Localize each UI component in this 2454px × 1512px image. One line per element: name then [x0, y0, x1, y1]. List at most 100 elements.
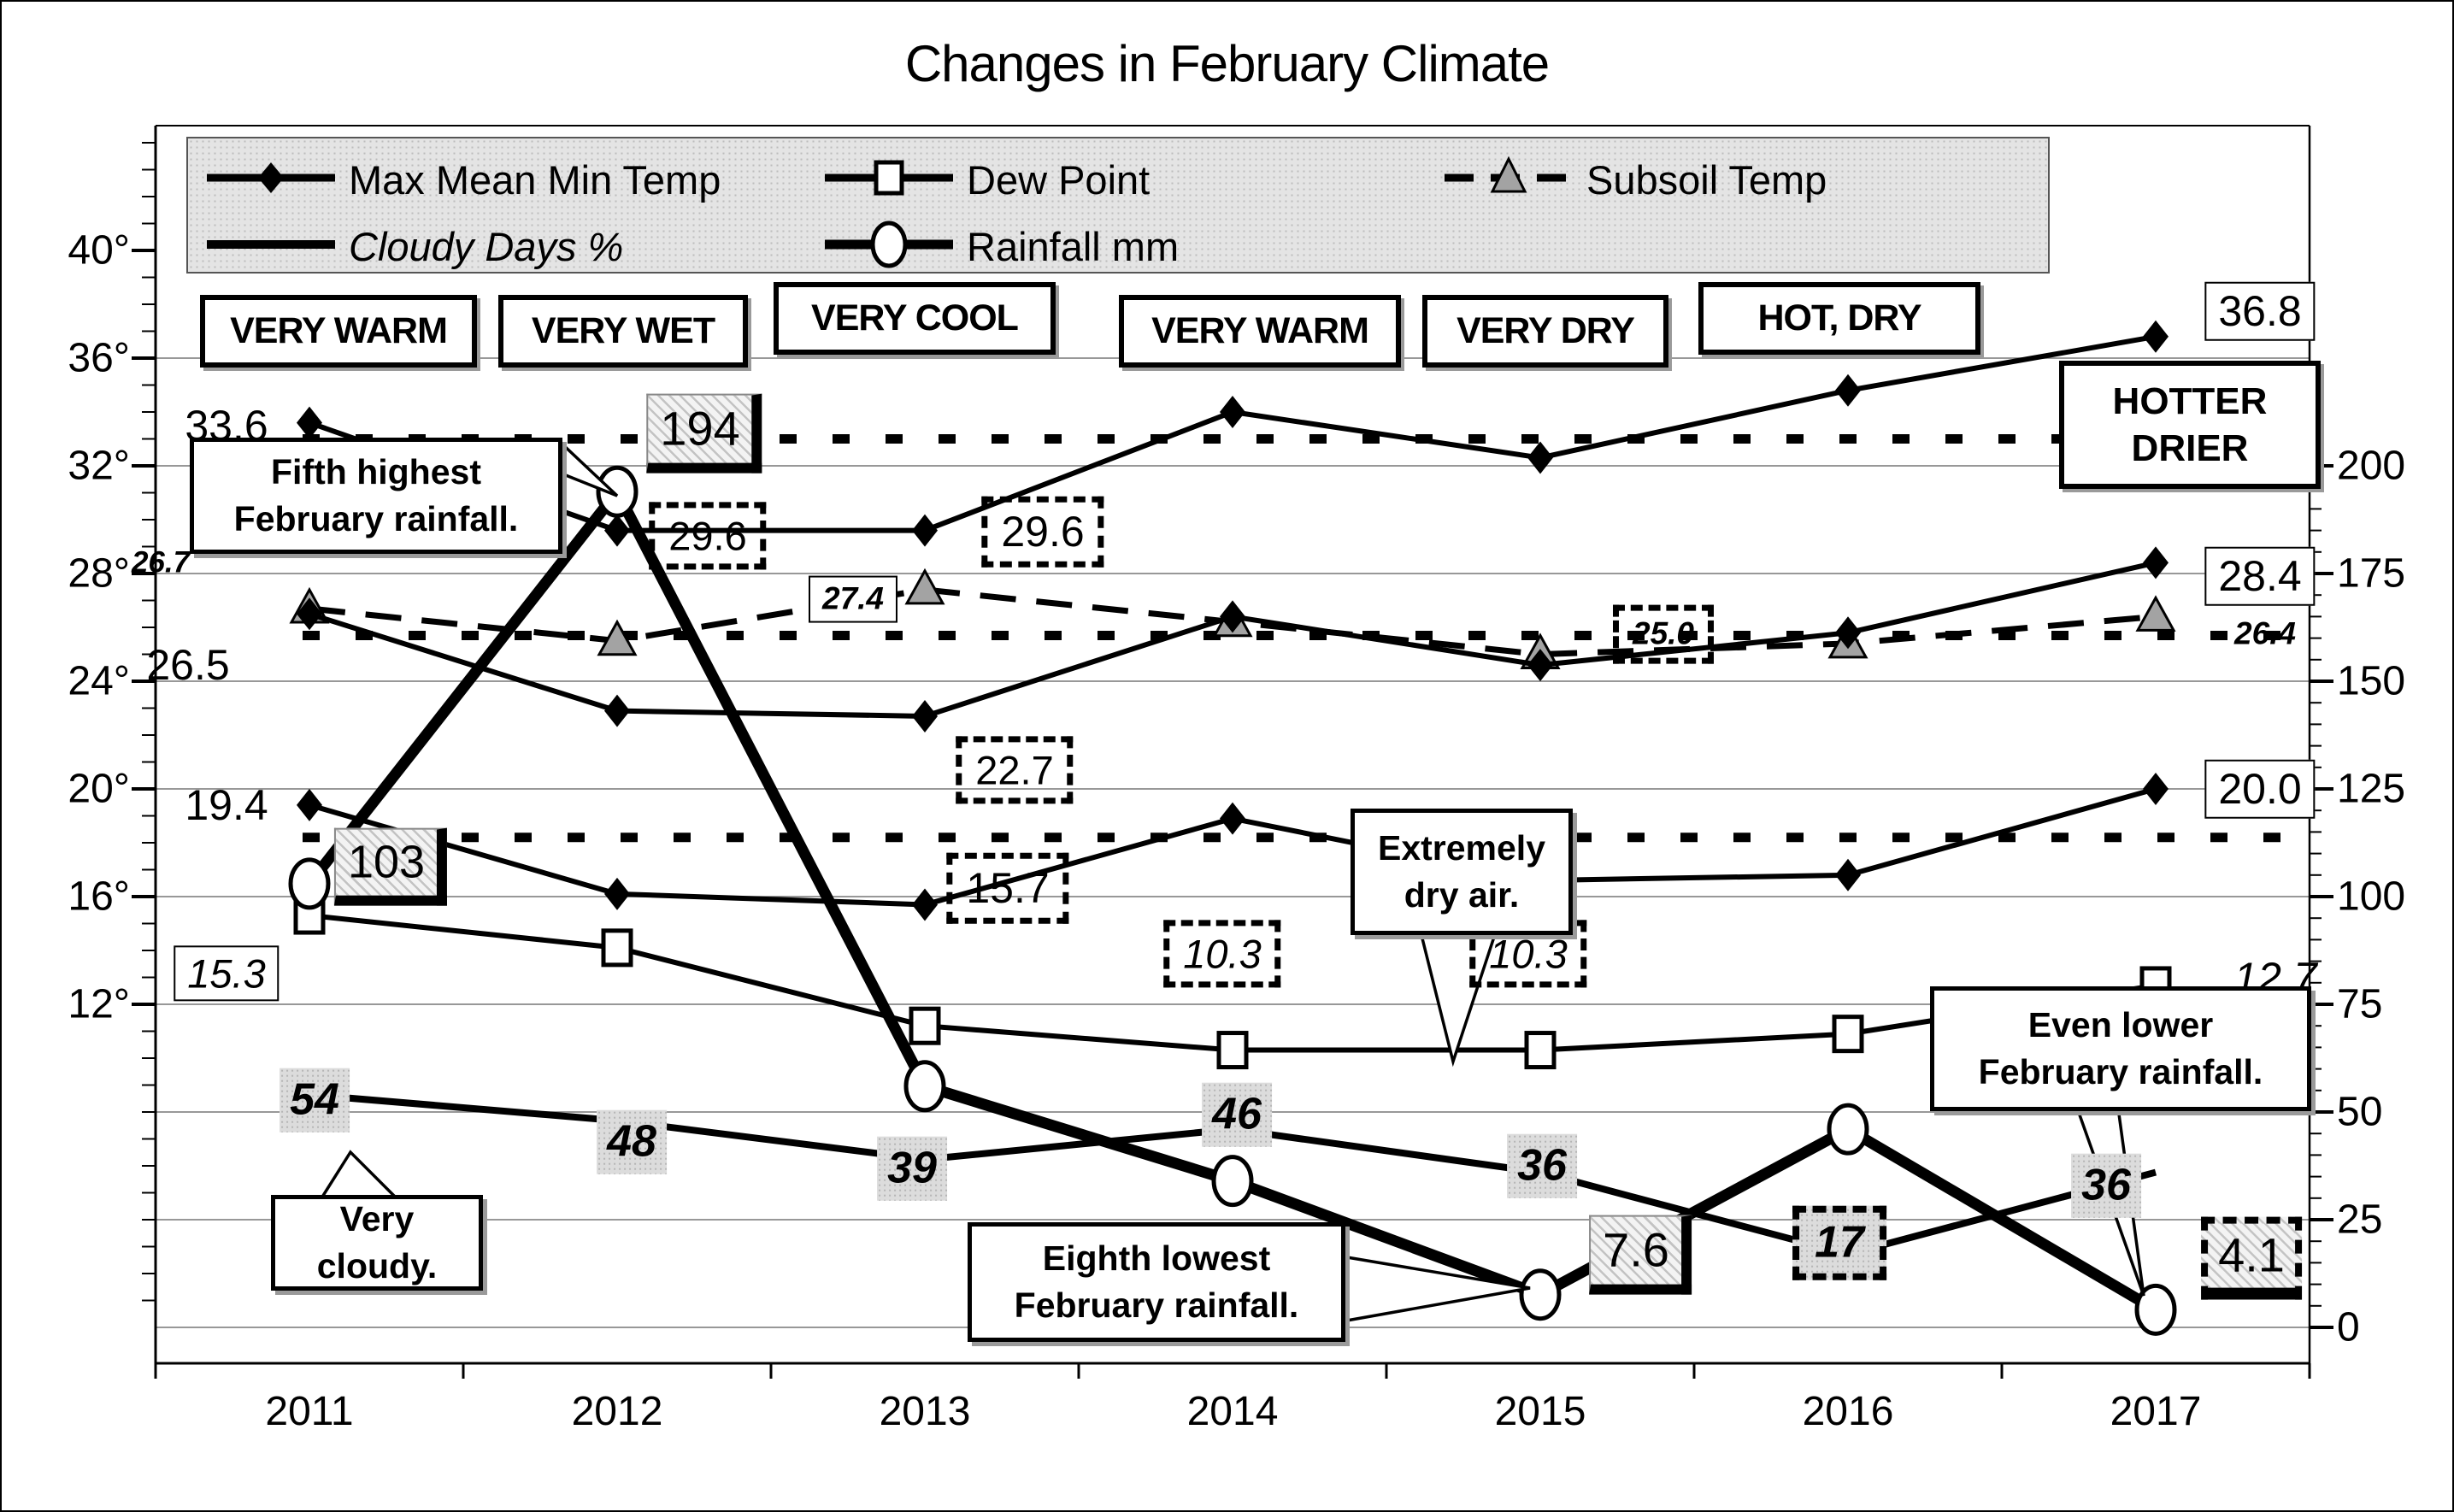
diamond-marker	[604, 514, 630, 547]
circle-marker	[903, 1060, 946, 1113]
diamond-marker	[297, 406, 322, 439]
legend-label-rainfall: Rainfall mm	[967, 223, 1180, 269]
x-axis-year-label: 2015	[1494, 1389, 1586, 1434]
label-rain-2011: 103	[333, 827, 448, 906]
diamond-marker	[912, 699, 938, 732]
left-axis-tick-label: 20°	[68, 766, 130, 812]
right-axis-tick-label: 100	[2337, 874, 2406, 920]
label-subsoil-2017: 26.4	[2233, 615, 2297, 651]
callout-extremely-dry-line2: dry air.	[1404, 875, 1520, 915]
label-mean-2017: 28.4	[2204, 546, 2316, 606]
label-rain-2012: 194	[646, 393, 762, 474]
x-axis-year-label: 2012	[571, 1389, 663, 1434]
x-axis-year-label: 2016	[1802, 1389, 1894, 1434]
callout-even-lower: Even lower February rainfall.	[1930, 986, 2311, 1111]
legend-label-cloudy-days: Cloudy Days %	[349, 223, 624, 269]
triangle-marker	[2135, 595, 2176, 632]
x-axis-year-label: 2017	[2110, 1389, 2202, 1434]
label-mean-2011: 26.5	[146, 640, 230, 689]
triangle-icon	[1445, 152, 1573, 208]
callout-fifth-highest: Fifth highest February rainfall.	[190, 438, 562, 554]
left-axis-tick-label: 12°	[68, 981, 130, 1027]
square-marker	[1524, 1031, 1557, 1070]
legend: Max Mean Min Temp Dew Point Subsoil Temp Cl…	[186, 137, 2050, 274]
right-axis-tick-label: 50	[2337, 1089, 2383, 1135]
label-dew-2014: 10.3	[1163, 920, 1281, 988]
triangle-marker	[597, 619, 638, 656]
callout-very-cloudy: Very cloudy.	[271, 1195, 483, 1291]
callout-very-cloudy-line2: cloudy.	[316, 1246, 438, 1285]
diamond-marker	[604, 694, 630, 727]
square-marker	[1832, 1015, 1864, 1054]
right-axis-tick-label: 200	[2337, 443, 2406, 489]
diamond-marker	[912, 888, 938, 921]
legend-label-dew-point: Dew Point	[967, 156, 1150, 203]
right-axis-tick-label: 150	[2337, 658, 2406, 704]
right-axis-tick-label: 75	[2337, 981, 2383, 1027]
callout-fifth-highest-line1: Fifth highest	[271, 451, 481, 491]
banner-very-wet-1: VERY WET	[498, 295, 748, 368]
label-min-2017: 20.0	[2204, 759, 2316, 819]
x-axis-year-label: 2013	[879, 1389, 971, 1434]
diamond-marker	[1835, 374, 1861, 407]
legend-item-rainfall: Rainfall mm	[825, 221, 1179, 272]
legend-item-subsoil-temp: Subsoil Temp	[1445, 154, 1827, 205]
diamond-marker	[1220, 802, 1245, 835]
diamond-marker	[912, 514, 938, 547]
legend-item-dew-point: Dew Point	[825, 154, 1150, 205]
diamond-icon	[207, 152, 335, 208]
callout-eighth-lowest: Eighth lowest February rainfall.	[968, 1222, 1345, 1342]
circle-marker	[1519, 1268, 1562, 1321]
diamond-marker	[297, 788, 322, 821]
left-axis-tick-label: 32°	[68, 443, 130, 489]
label-max-2017: 36.8	[2204, 281, 2316, 341]
right-axis-tick-label: 175	[2337, 550, 2406, 597]
label-max-2013: 29.6	[981, 496, 1104, 568]
label-cloudy-2014: 46	[1202, 1082, 1272, 1147]
hotter-line2: DRIER	[2131, 427, 2249, 469]
label-subsoil-2013: 27.4	[808, 575, 898, 623]
diamond-marker	[1220, 396, 1245, 428]
diamond-marker	[2143, 773, 2169, 805]
label-rain-2017: 4.1	[2201, 1216, 2302, 1300]
square-marker	[601, 928, 633, 968]
left-axis-tick-label: 40°	[68, 227, 130, 274]
square-icon	[825, 152, 953, 208]
circle-marker	[1211, 1155, 1254, 1208]
legend-label-max-mean-min-temp: Max Mean Min Temp	[349, 156, 721, 203]
banner-hot-dry-5: HOT, DRY	[1698, 282, 1980, 355]
label-cloudy-2011: 54	[280, 1068, 350, 1133]
label-rain-2015: 7.6	[1589, 1215, 1692, 1295]
x-axis-year-label: 2014	[1186, 1389, 1279, 1434]
square-marker	[1216, 1031, 1249, 1070]
right-axis-tick-label: 0	[2337, 1304, 2360, 1350]
hotter-drier-banner: HOTTER DRIER	[2059, 361, 2321, 489]
label-cloudy-2016: 17	[1792, 1205, 1886, 1280]
banner-very-warm-0: VERY WARM	[200, 295, 477, 368]
left-axis-tick-label: 24°	[68, 658, 130, 704]
banner-very-cool-2: VERY COOL	[774, 282, 1056, 355]
circle-marker	[2134, 1283, 2177, 1336]
diamond-marker	[1220, 600, 1245, 633]
left-axis-tick-label: 16°	[68, 874, 130, 920]
legend-item-cloudy-days: Cloudy Days %	[207, 221, 623, 272]
series-line-1	[309, 560, 2157, 719]
callout-even-lower-line2: February rainfall.	[1978, 1052, 2263, 1091]
circle-marker	[1827, 1103, 1869, 1156]
label-cloudy-2015: 36	[1507, 1133, 1577, 1198]
label-mean-2013: 22.7	[956, 736, 1074, 804]
callout-extremely-dry-line1: Extremely	[1377, 827, 1545, 868]
right-axis-tick-label: 125	[2337, 766, 2406, 812]
right-axis-tick-label: 25	[2337, 1197, 2383, 1243]
callout-eighth-lowest-line1: Eighth lowest	[1042, 1238, 1271, 1278]
diamond-marker	[297, 597, 322, 631]
label-cloudy-2012: 48	[597, 1109, 667, 1174]
diamond-marker	[1527, 441, 1553, 474]
diamond-marker	[604, 877, 630, 910]
legend-label-subsoil-temp: Subsoil Temp	[1586, 156, 1827, 203]
callout-very-cloudy-pointer	[318, 1150, 401, 1200]
diamond-marker	[1835, 616, 1861, 650]
line-icon	[207, 219, 335, 274]
callout-eighth-lowest-pointer	[1340, 1254, 1531, 1324]
